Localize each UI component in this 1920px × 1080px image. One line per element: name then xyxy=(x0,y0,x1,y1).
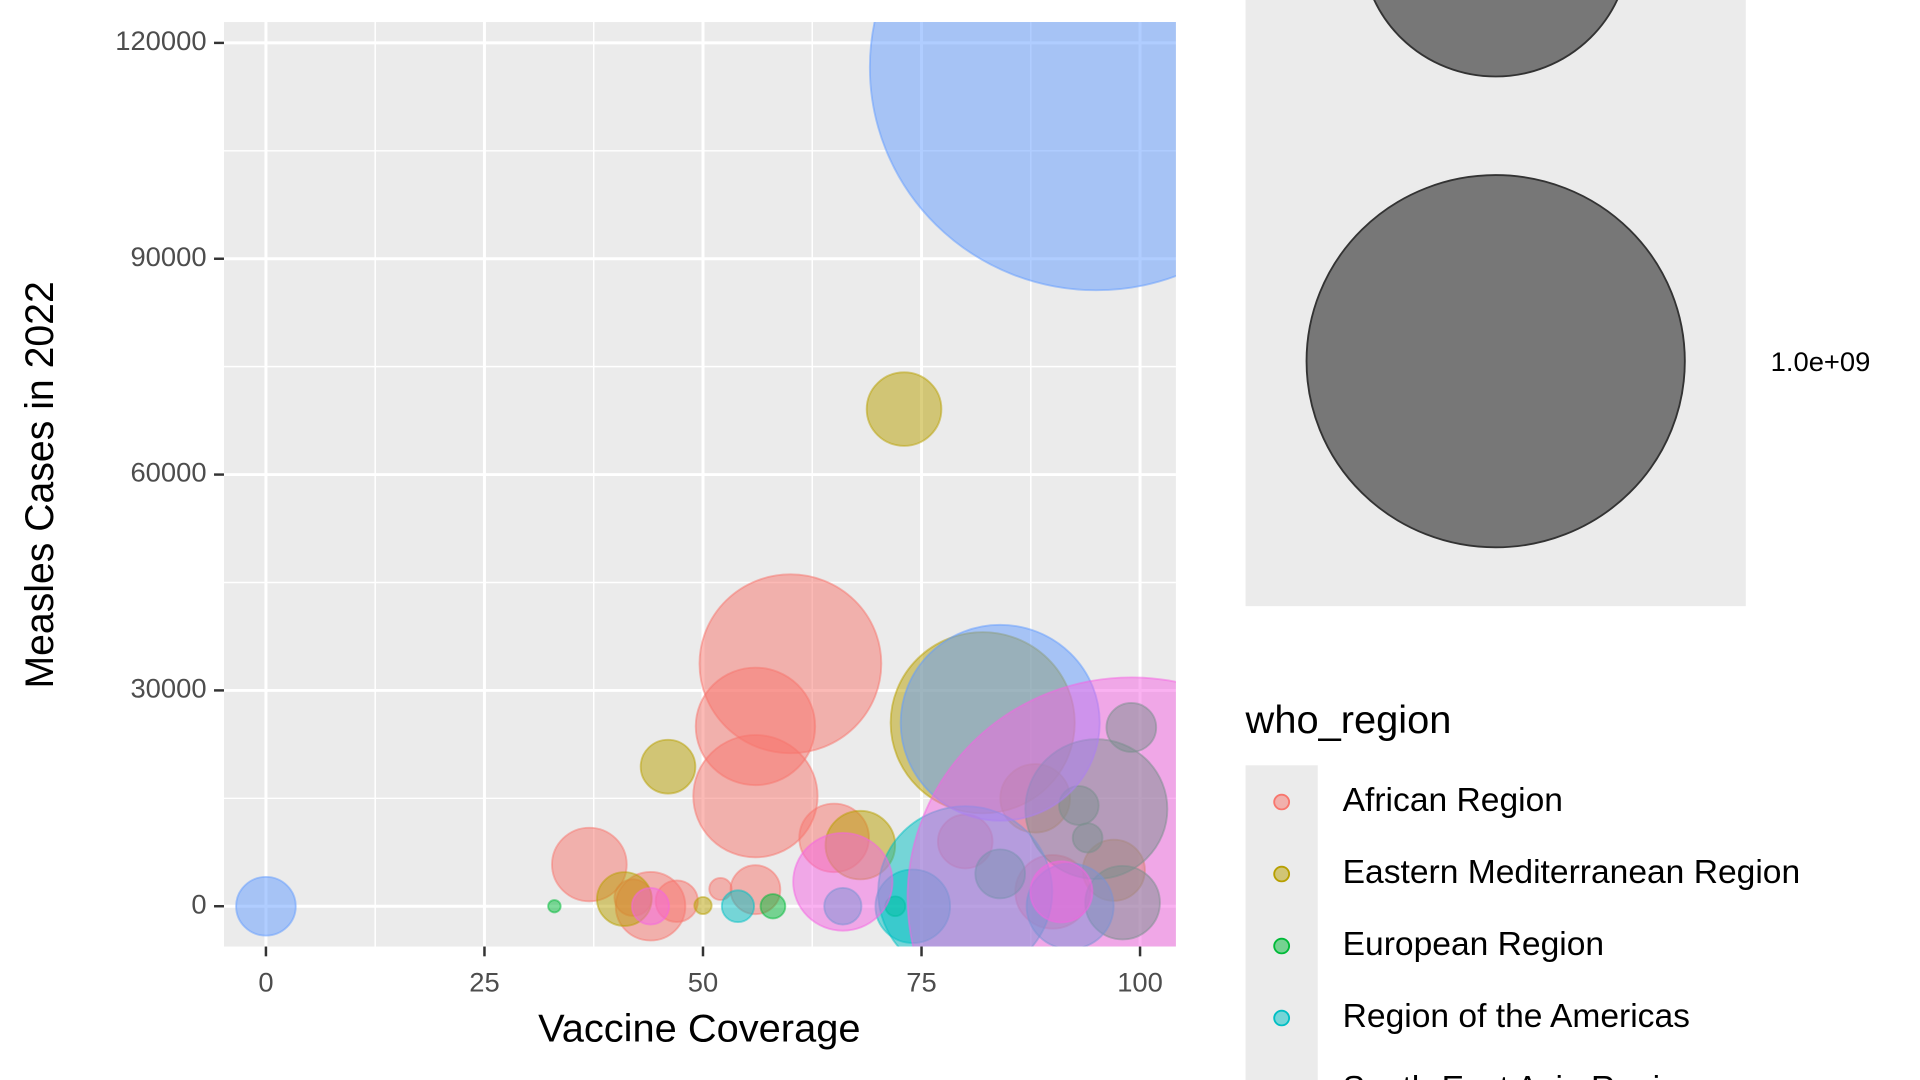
color-legend: African Region Eastern Mediterranean Regi… xyxy=(1273,782,1801,1080)
size-key xyxy=(1305,174,1686,549)
legend-label: European Region xyxy=(1343,926,1604,963)
y-tick-label: 60000 xyxy=(130,457,206,488)
bubble xyxy=(692,734,819,859)
bubble xyxy=(1029,860,1094,924)
x-axis-title: Vaccine Coverage xyxy=(538,1007,860,1051)
bubble xyxy=(639,738,697,795)
color-legend-title: who_region xyxy=(1245,698,1452,742)
size-legend: 1.0e+09 xyxy=(1305,0,1871,549)
bubble xyxy=(693,896,713,915)
bubble xyxy=(720,889,756,924)
legend-key xyxy=(1273,793,1291,811)
x-tick-label: 50 xyxy=(688,967,718,998)
y-axis-title: Measles Cases in 2022 xyxy=(18,281,62,688)
x-tick-label: 0 xyxy=(258,967,273,998)
legend-label: Eastern Mediterranean Region xyxy=(1343,854,1801,891)
legend-label: African Region xyxy=(1343,782,1563,819)
bubble xyxy=(759,893,787,920)
x-tick-label: 75 xyxy=(906,967,936,998)
axes: 0 25 50 75 100 0 30000 60000 90000 120000 xyxy=(115,25,1163,997)
y-tick-label: 0 xyxy=(191,889,206,920)
x-tick-label: 100 xyxy=(1117,967,1163,998)
legend-key xyxy=(1273,865,1291,883)
y-tick-label: 30000 xyxy=(130,673,206,704)
bubble xyxy=(906,676,1176,947)
y-tick-label: 120000 xyxy=(115,25,206,56)
legend-key xyxy=(1273,937,1291,955)
legend-label: South-East Asia Region xyxy=(1343,1070,1698,1080)
bubble xyxy=(868,22,1176,292)
bubble xyxy=(630,886,671,926)
y-tick-label: 90000 xyxy=(130,241,206,272)
bubbles xyxy=(235,22,1176,947)
legend-label: Region of the Americas xyxy=(1343,998,1690,1035)
size-key-label: 1.0e+09 xyxy=(1771,346,1871,377)
legend-key xyxy=(1273,1009,1291,1027)
bubble xyxy=(865,371,943,447)
bubble xyxy=(547,899,562,914)
x-tick-label: 25 xyxy=(469,967,499,998)
bubble xyxy=(235,875,297,937)
color-legend-keys xyxy=(1245,765,1318,1080)
size-key xyxy=(1373,0,1619,78)
bubble xyxy=(792,831,894,932)
